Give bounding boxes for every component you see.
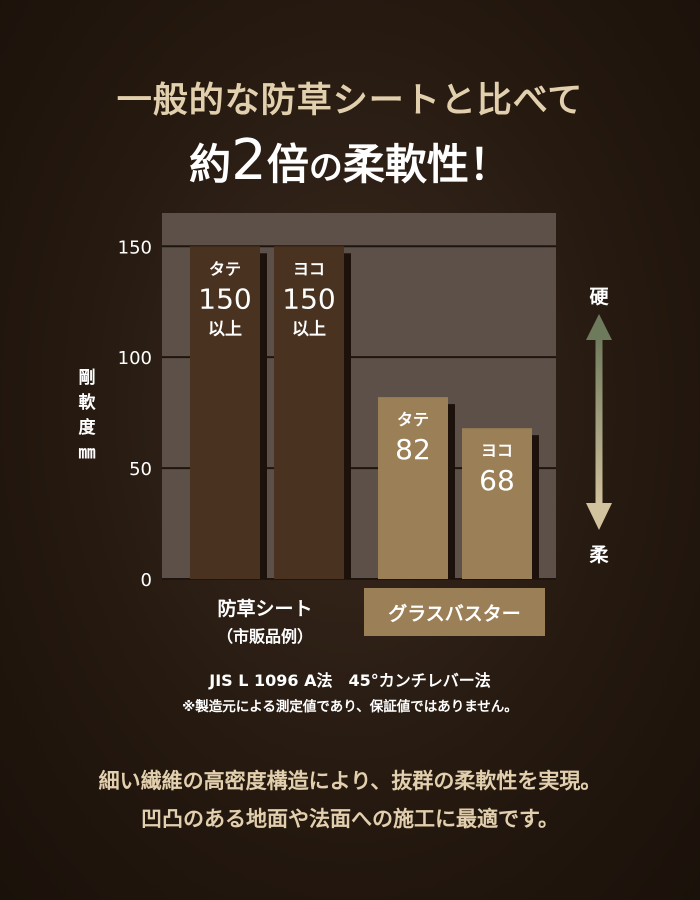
- headline-suffix: 柔軟性！: [342, 140, 511, 189]
- y-tick-label: 100: [118, 348, 152, 369]
- headline-number: 2: [231, 128, 267, 193]
- description-line1: 細い繊維の高密度構造により、抜群の柔軟性を実現。: [98, 769, 602, 793]
- headline-line2: 約2倍の柔軟性！: [0, 128, 700, 193]
- y-tick-label: 0: [141, 570, 152, 591]
- bar-value-label: 82: [395, 433, 431, 466]
- bar-value-label: 150: [282, 282, 335, 315]
- y-tick-label: 50: [129, 459, 152, 480]
- y-axis-label: 剛軟度 ㎜: [78, 368, 96, 463]
- bar-1-1: [462, 428, 532, 579]
- scale-label-hard: 硬: [589, 286, 609, 308]
- bar-direction-label: ヨコ: [481, 441, 513, 460]
- bar-value-label: 150: [198, 282, 251, 315]
- bar-value-label: 68: [479, 464, 515, 497]
- description-line2: 凹凸のある地面や法面への施工に最適です。: [141, 807, 559, 831]
- bar-direction-label: タテ: [397, 410, 429, 429]
- disclaimer-note: ※製造元による測定値であり、保証値ではありません。: [182, 699, 518, 715]
- bar-value-suffix: 以上: [292, 319, 326, 339]
- category-label-product: グラスバスター: [364, 588, 545, 636]
- scale-arrow-up-head: [586, 314, 612, 340]
- category-name-competitor: 防草シート: [217, 598, 313, 620]
- category-subname-competitor: （市販品例）: [216, 627, 313, 646]
- bar-1-0: [378, 397, 448, 579]
- bar-0-1: [274, 246, 344, 580]
- scale-arrow-shaft: [595, 335, 603, 505]
- category-label-competitor: 防草シート （市販品例）: [190, 594, 340, 647]
- headline-unit: 倍: [266, 140, 309, 189]
- bar-0-0: [190, 246, 260, 580]
- headline-prefix: 約: [189, 140, 232, 189]
- y-tick-label: 150: [118, 237, 152, 258]
- headline-line1: 一般的な防草シートと比べて: [116, 81, 584, 121]
- bar-direction-label: タテ: [209, 259, 241, 278]
- headline-particle: の: [308, 148, 343, 188]
- scale-arrow-down-head: [586, 503, 612, 530]
- scale-label-soft: 柔: [589, 544, 609, 566]
- test-method-note: JIS L 1096 A法 45°カンチレバー法: [209, 671, 491, 690]
- bar-value-suffix: 以上: [208, 319, 242, 339]
- bar-direction-label: ヨコ: [293, 259, 325, 278]
- description: 細い繊維の高密度構造により、抜群の柔軟性を実現。 凹凸のある地面や法面への施工に…: [0, 762, 700, 838]
